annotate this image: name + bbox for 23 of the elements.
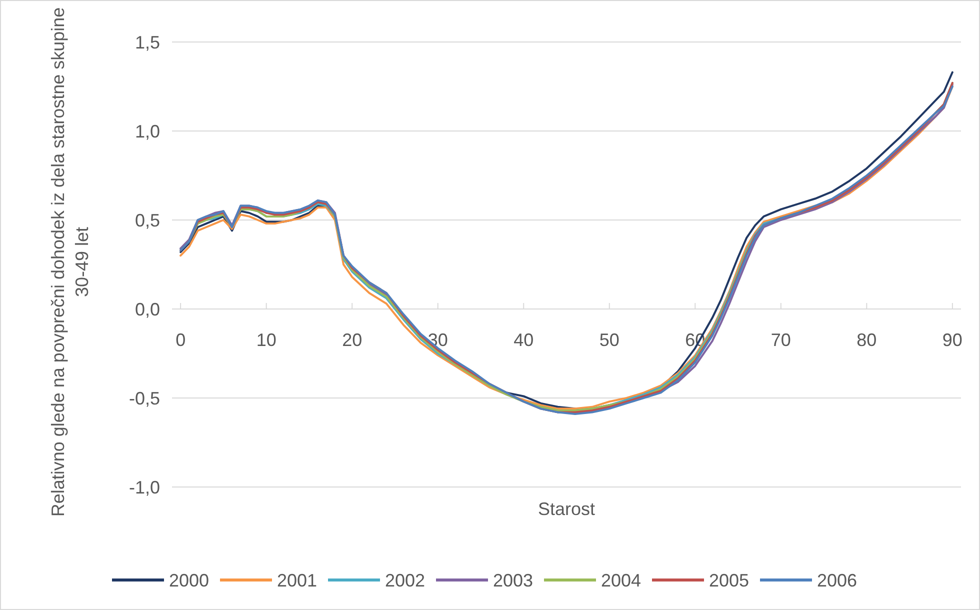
legend-label: 2006 bbox=[817, 570, 858, 590]
y-tick-label: 1,0 bbox=[134, 121, 160, 142]
x-tick-label: 80 bbox=[856, 330, 877, 350]
y-tick-label: 0,0 bbox=[134, 299, 160, 320]
legend-label: 2003 bbox=[493, 570, 534, 590]
x-tick-label: 70 bbox=[770, 330, 791, 350]
x-tick-label: 0 bbox=[176, 330, 186, 350]
legend-label: 2000 bbox=[169, 570, 210, 590]
x-axis-title: Starost bbox=[538, 499, 596, 519]
x-tick-label: 50 bbox=[599, 330, 620, 350]
y-tick-label: -0,5 bbox=[128, 388, 160, 408]
y-tick-label: 0,5 bbox=[134, 210, 160, 230]
legend-label: 2002 bbox=[385, 570, 426, 590]
x-tick-label: 90 bbox=[942, 330, 962, 350]
x-tick-label: 20 bbox=[342, 330, 362, 350]
x-tick-label: 40 bbox=[514, 330, 534, 350]
legend-label: 2004 bbox=[601, 570, 642, 590]
legend-label: 2005 bbox=[709, 570, 750, 590]
x-tick-label: 10 bbox=[256, 330, 276, 350]
legend-label: 2001 bbox=[277, 570, 318, 590]
y-axis-title: Relativno glede na povprečni dohodek iz dela starostne skupine 30-49 let bbox=[47, 6, 93, 519]
y-tick-label: 1,5 bbox=[134, 32, 160, 52]
y-tick-label: -1,0 bbox=[128, 477, 160, 498]
